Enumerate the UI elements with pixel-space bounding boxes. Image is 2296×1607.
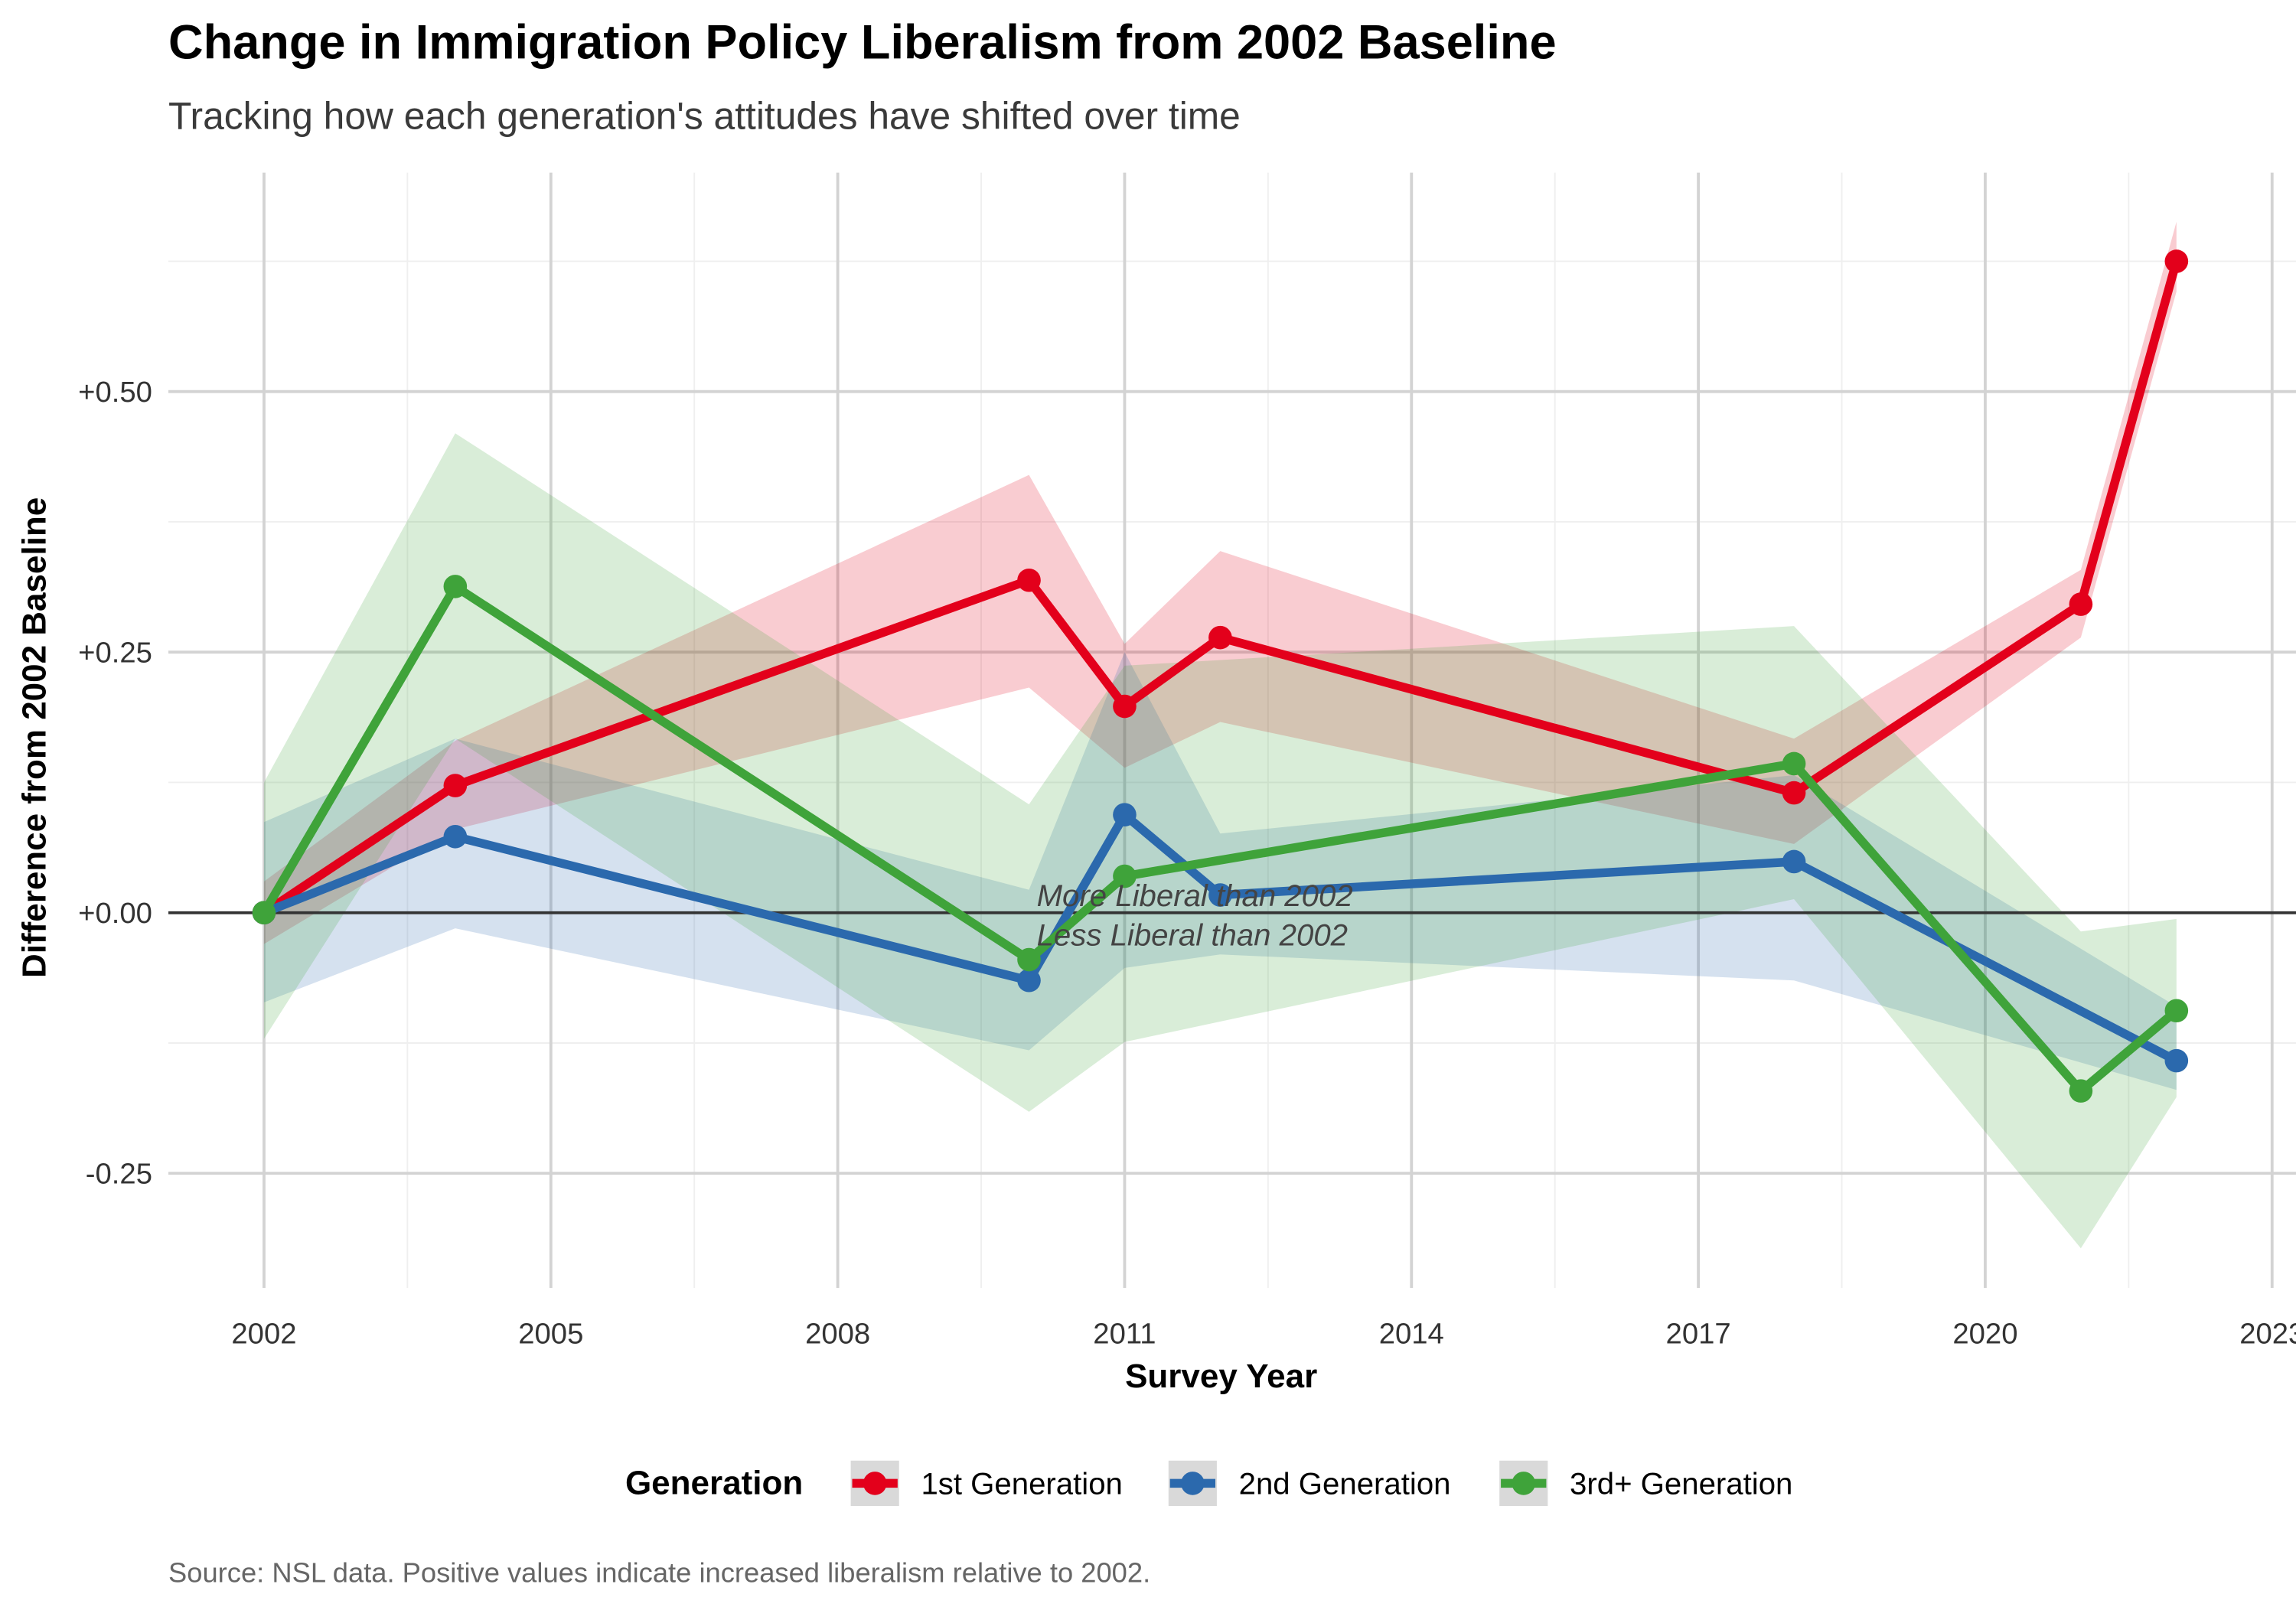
- data-point: [1208, 883, 1232, 907]
- data-point: [1113, 694, 1137, 719]
- data-point: [2069, 592, 2093, 616]
- data-point: [1208, 625, 1232, 650]
- data-point: [1782, 751, 1806, 776]
- data-point: [1782, 781, 1806, 805]
- y-tick-label: +0.50: [78, 376, 152, 409]
- y-tick-label: +0.00: [78, 897, 152, 930]
- y-tick-label: +0.25: [78, 637, 152, 670]
- chart-subtitle: Tracking how each generation's attitudes…: [168, 94, 1241, 137]
- data-point: [2164, 249, 2189, 273]
- chart-title: Change in Immigration Policy Liberalism …: [168, 16, 1557, 70]
- data-point: [443, 824, 468, 849]
- annotation: Less Liberal than 2002: [1037, 918, 1348, 953]
- data-point: [1017, 968, 1041, 993]
- legend-key-point: [1181, 1472, 1205, 1495]
- data-point: [252, 901, 276, 925]
- data-point: [1017, 568, 1041, 592]
- x-tick-label: 2023: [2239, 1318, 2296, 1351]
- legend-item: 3rd+ Generation: [1499, 1460, 1792, 1507]
- data-point: [1782, 849, 1806, 874]
- legend-key-point: [1512, 1472, 1536, 1495]
- legend-label: 3rd+ Generation: [1570, 1467, 1792, 1501]
- y-tick-label: -0.25: [86, 1158, 152, 1191]
- legend-key-point: [863, 1472, 887, 1495]
- y-axis-title: Difference from 2002 Baseline: [15, 497, 53, 978]
- x-tick-label: 2011: [1093, 1318, 1156, 1351]
- x-axis-title: Survey Year: [1125, 1358, 1317, 1395]
- x-tick-label: 2017: [1666, 1318, 1731, 1351]
- x-tick-label: 2020: [1952, 1318, 2017, 1351]
- data-point: [443, 774, 468, 797]
- data-point: [2164, 999, 2189, 1023]
- caption: Source: NSL data. Positive values indica…: [168, 1556, 1150, 1588]
- x-tick-label: 2005: [518, 1318, 583, 1351]
- legend-label: 2nd Generation: [1239, 1467, 1451, 1501]
- data-point: [2069, 1079, 2093, 1103]
- data-point: [1113, 803, 1137, 826]
- x-tick-label: 2002: [231, 1318, 296, 1351]
- confidence-band: [263, 652, 2177, 1090]
- x-tick-label: 2014: [1379, 1318, 1444, 1351]
- x-tick-label: 2008: [805, 1318, 870, 1351]
- data-point: [1017, 947, 1041, 972]
- confidence-band: [263, 433, 2177, 1249]
- data-point: [1113, 864, 1137, 888]
- data-point: [443, 575, 468, 598]
- legend-label: 1st Generation: [921, 1467, 1122, 1501]
- legend-item: 2nd Generation: [1168, 1460, 1451, 1507]
- series-line: [261, 259, 2181, 917]
- data-point: [2164, 1048, 2189, 1073]
- annotation: More Liberal than 2002: [1037, 878, 1353, 913]
- legend-title: Generation: [625, 1465, 803, 1502]
- legend-item: 1st Generation: [850, 1460, 1123, 1507]
